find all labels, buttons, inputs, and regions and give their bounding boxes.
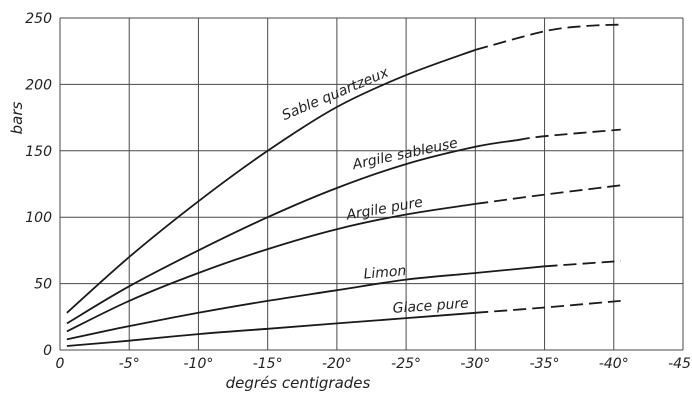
series-line-solid: [66, 265, 545, 341]
series-line-solid: [66, 203, 476, 333]
series-label: Argile sableuse: [350, 135, 459, 173]
x-tick-label: 0: [56, 356, 65, 372]
x-tick-label: -40°: [599, 356, 629, 372]
curve-layer: [66, 23, 621, 347]
series-label: Sable quartzeux: [280, 64, 392, 124]
series-label: Glace pure: [392, 296, 469, 317]
series-line-dashed: [516, 128, 621, 142]
series-line-dashed: [475, 300, 621, 314]
y-tick-label: 250: [25, 11, 52, 27]
x-tick-label: -10°: [184, 356, 214, 372]
grid-layer: [59, 17, 684, 351]
series-line-solid: [66, 49, 476, 314]
x-tick-label: -30°: [460, 356, 490, 372]
x-axis-label: degrés centigrades: [226, 374, 371, 392]
tick-layer: 0 -5° -10° -15° -20° -25° -30° -35° -40° -45° 0 50 1…: [25, 11, 692, 372]
series-line-dashed: [475, 184, 621, 205]
x-tick-label: -15°: [253, 356, 283, 372]
x-tick-label: -35°: [530, 356, 560, 372]
series-line-solid: [66, 139, 518, 325]
x-tick-label: -25°: [391, 356, 421, 372]
series-label: Limon: [363, 263, 407, 283]
y-tick-label: 200: [25, 77, 52, 93]
y-tick-label: 100: [25, 210, 52, 226]
x-tick-label: -45°: [668, 356, 692, 372]
series-line-dashed: [475, 23, 621, 51]
x-tick-label: -5°: [119, 356, 140, 372]
y-tick-label: 150: [25, 144, 52, 160]
y-axis-label: bars: [8, 101, 26, 134]
series-line-dashed: [544, 260, 621, 268]
series-line-solid: [66, 311, 476, 347]
y-tick-label: 50: [34, 277, 52, 293]
x-tick-label: -20°: [322, 356, 352, 372]
y-tick-label: 0: [43, 343, 52, 359]
